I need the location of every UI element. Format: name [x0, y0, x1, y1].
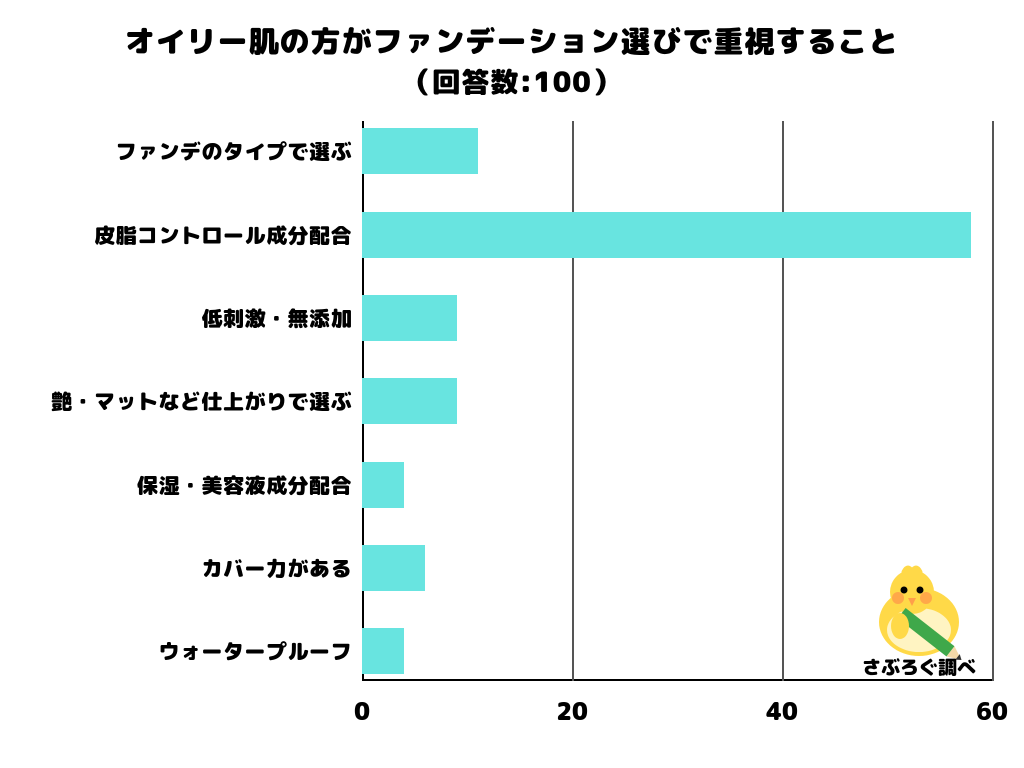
bird-crest-icon: [904, 568, 920, 572]
bird-eye-left-icon: [901, 587, 908, 594]
x-axis-ticks: 0204060: [362, 681, 992, 721]
chart-container: オイリー肌の方がファンデーション選びで重視すること （回答数:100） ファンデ…: [0, 0, 1024, 768]
title-line-2: （回答数:100）: [30, 62, 994, 101]
bar: [362, 212, 971, 258]
title-line-1: オイリー肌の方がファンデーション選びで重視すること: [30, 20, 994, 62]
chart-title: オイリー肌の方がファンデーション選びで重視すること （回答数:100）: [30, 20, 994, 101]
bird-cheek-right-icon: [920, 592, 932, 604]
y-tick-label: 皮脂コントロール成分配合: [32, 219, 352, 251]
y-tick-label: 艶・マットなど仕上がりで選ぶ: [32, 385, 352, 417]
gridline: [572, 121, 574, 681]
plot-area: ファンデのタイプで選ぶ皮脂コントロール成分配合低刺激・無添加艶・マットなど仕上が…: [32, 121, 992, 701]
y-tick-label: ファンデのタイプで選ぶ: [32, 135, 352, 167]
source-caption: さぶろぐ調べ: [862, 654, 976, 682]
y-tick-label: 保湿・美容液成分配合: [32, 469, 352, 501]
bar: [362, 378, 457, 424]
bar: [362, 462, 404, 508]
bar: [362, 628, 404, 674]
x-tick-label: 0: [354, 693, 370, 729]
gridline: [992, 121, 994, 681]
y-tick-label: カバー力がある: [32, 552, 352, 584]
mascot-bird-icon: [864, 560, 974, 660]
y-tick-label: ウォータープルーフ: [32, 635, 352, 667]
gridline: [782, 121, 784, 681]
bar: [362, 295, 457, 341]
bird-eye-right-icon: [917, 587, 924, 594]
bar: [362, 128, 478, 174]
x-tick-label: 60: [976, 693, 1008, 729]
x-tick-label: 20: [556, 693, 588, 729]
y-tick-label: 低刺激・無添加: [32, 302, 352, 334]
bar: [362, 545, 425, 591]
x-tick-label: 40: [766, 693, 798, 729]
bird-cheek-left-icon: [892, 592, 904, 604]
bird-wing-icon: [891, 613, 909, 639]
y-axis-labels: ファンデのタイプで選ぶ皮脂コントロール成分配合低刺激・無添加艶・マットなど仕上が…: [32, 121, 362, 681]
